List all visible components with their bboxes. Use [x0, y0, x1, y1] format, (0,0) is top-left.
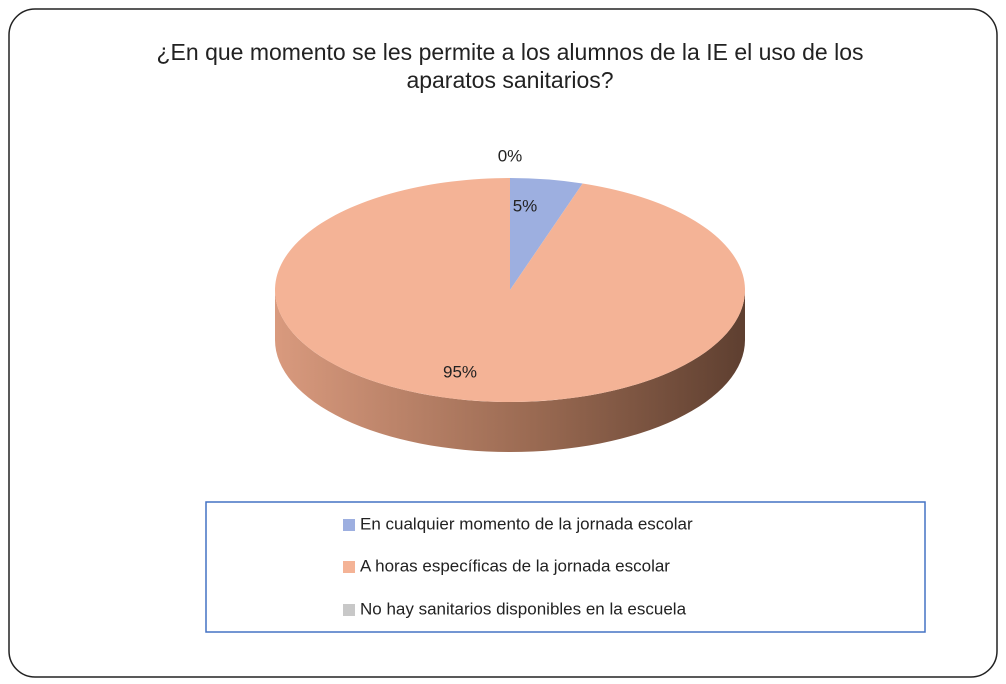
legend-swatch	[343, 604, 355, 616]
legend-swatch	[343, 561, 355, 573]
pie-slice	[510, 178, 583, 290]
legend-box	[205, 501, 926, 633]
data-label: 5%	[513, 196, 538, 215]
legend-swatch	[343, 519, 355, 531]
legend-label: A horas específicas de la jornada escola…	[360, 556, 670, 575]
legend-label: No hay sanitarios disponibles en la escu…	[360, 599, 687, 618]
pie-side	[275, 290, 745, 452]
data-label: 95%	[443, 362, 477, 381]
chart-title: ¿En que momento se les permite a los alu…	[156, 39, 864, 93]
data-label: 0%	[498, 146, 523, 165]
pie-slice	[275, 178, 745, 403]
legend-label: En cualquier momento de la jornada escol…	[360, 514, 693, 533]
